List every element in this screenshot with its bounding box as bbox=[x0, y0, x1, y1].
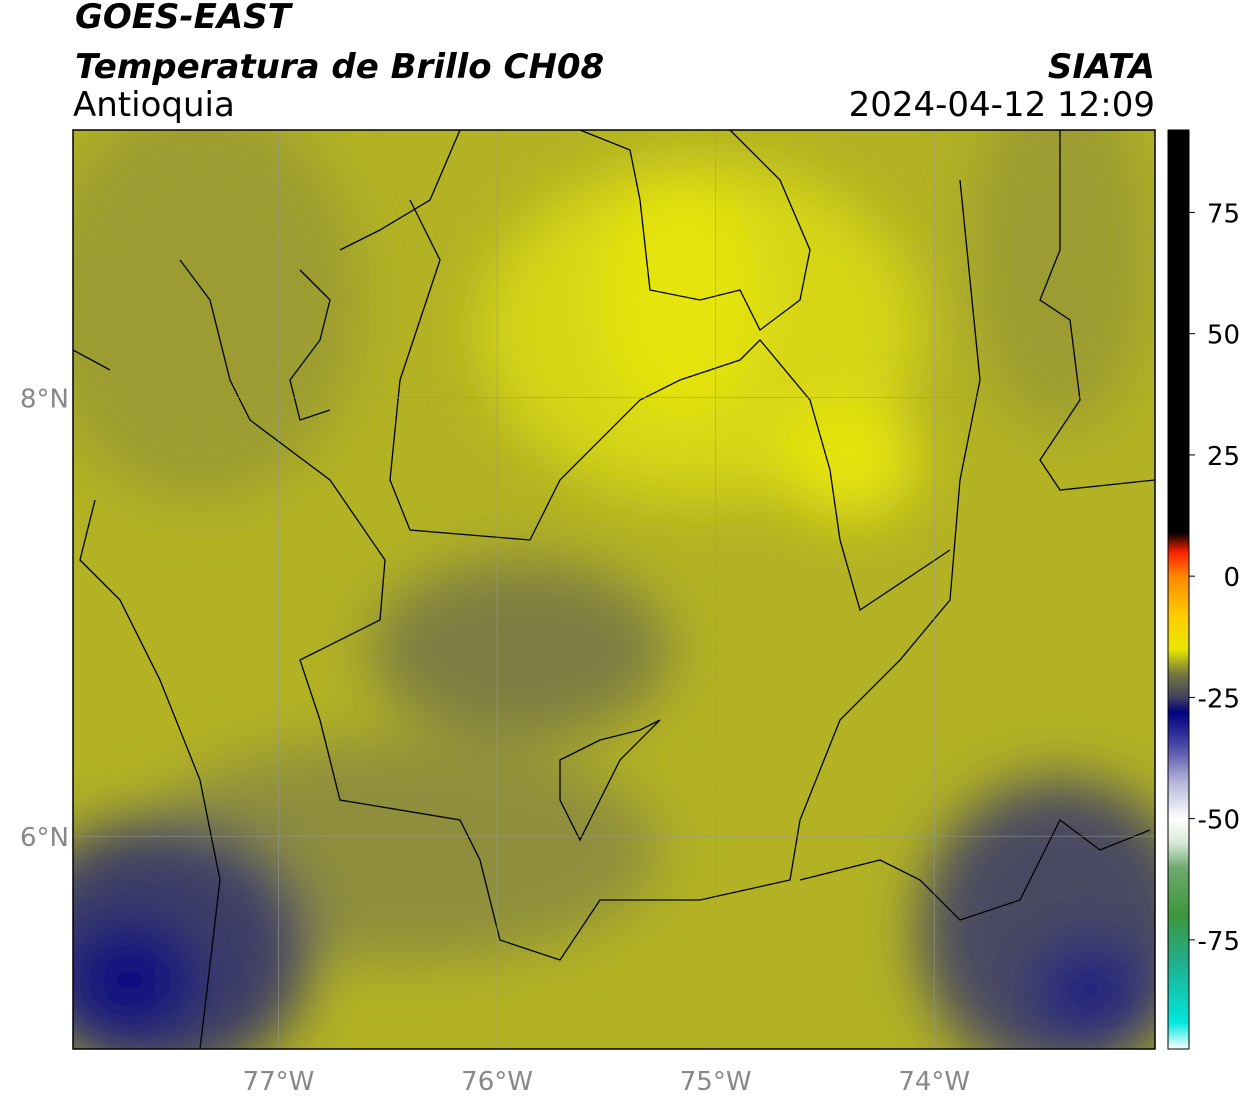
colorbar-segment bbox=[1168, 648, 1189, 674]
colorbar-segment bbox=[1168, 1022, 1189, 1050]
x-tick-label: 77°W bbox=[243, 1067, 315, 1097]
colorbar-segment bbox=[1168, 915, 1189, 965]
colorbar-tick-label: -50 bbox=[1198, 806, 1240, 836]
colorbar: -75 -50 -25 0 25 50 75 bbox=[1167, 129, 1240, 1050]
colorbar-tick-label: 25 bbox=[1207, 442, 1240, 472]
y-tick-label: 8°N bbox=[20, 385, 69, 415]
source: SIATA bbox=[1048, 47, 1155, 87]
colorbar-tick-label: -75 bbox=[1198, 927, 1240, 957]
graticule: 77°W 76°W 75°W 74°W 6°N 8°N bbox=[20, 130, 1155, 1097]
y-tick-label: 6°N bbox=[20, 823, 69, 853]
colorbar-segment bbox=[1168, 867, 1189, 917]
colorbar-segment bbox=[1168, 779, 1189, 820]
colorbar-segment bbox=[1168, 964, 1189, 1023]
x-tick-label: 75°W bbox=[680, 1067, 752, 1097]
map-field bbox=[73, 130, 1155, 1049]
colorbar-segment bbox=[1168, 576, 1189, 616]
colorbar-segment bbox=[1168, 130, 1189, 534]
x-tick-label: 76°W bbox=[461, 1067, 533, 1097]
region: Antioquia bbox=[73, 85, 235, 125]
colorbar-segment bbox=[1168, 673, 1189, 698]
colorbar-segment bbox=[1168, 614, 1189, 650]
colorbar-tick-label: -25 bbox=[1198, 684, 1240, 714]
colorbar-segment bbox=[1168, 711, 1189, 747]
colorbar-segment bbox=[1168, 551, 1189, 577]
colorbar-frame bbox=[1167, 129, 1190, 1050]
colorbar-segment bbox=[1168, 697, 1189, 713]
colorbar-segment bbox=[1168, 745, 1189, 781]
title: GOES-EAST bbox=[75, 0, 294, 37]
map-frame bbox=[72, 129, 1156, 1050]
datetime: 2024-04-12 12:09 bbox=[849, 85, 1155, 125]
colorbar-tick-label: 0 bbox=[1223, 563, 1240, 593]
colorbar-segment bbox=[1168, 532, 1189, 553]
subtitle: Temperatura de Brillo CH08 bbox=[75, 47, 604, 87]
colorbar-segment bbox=[1168, 842, 1189, 868]
x-tick-label: 74°W bbox=[898, 1067, 970, 1097]
colorbar-segment bbox=[1168, 818, 1189, 844]
colorbar-tick-label: 75 bbox=[1207, 199, 1240, 229]
colorbar-tick-label: 50 bbox=[1207, 321, 1240, 351]
